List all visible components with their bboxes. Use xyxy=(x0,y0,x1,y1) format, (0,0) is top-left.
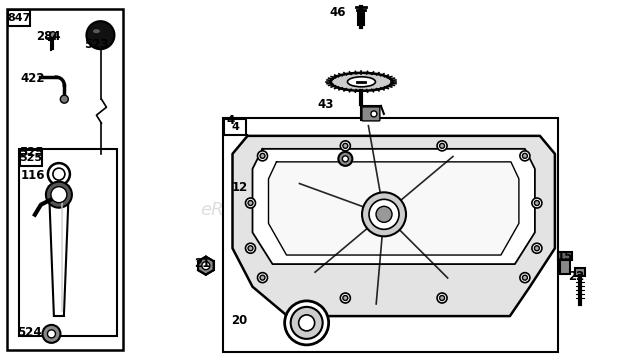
Text: 21: 21 xyxy=(194,257,210,270)
Text: 422: 422 xyxy=(20,72,45,85)
Circle shape xyxy=(257,272,267,283)
Text: 4: 4 xyxy=(227,115,235,127)
Ellipse shape xyxy=(347,77,376,87)
Text: 524: 524 xyxy=(17,326,42,339)
Circle shape xyxy=(343,295,348,300)
Text: 4: 4 xyxy=(231,122,239,132)
FancyBboxPatch shape xyxy=(362,107,380,121)
Circle shape xyxy=(523,275,528,280)
Circle shape xyxy=(437,141,447,151)
Bar xyxy=(575,269,585,276)
Circle shape xyxy=(532,243,542,253)
Circle shape xyxy=(440,295,445,300)
Circle shape xyxy=(260,275,265,280)
Circle shape xyxy=(46,182,72,208)
Circle shape xyxy=(362,192,406,236)
Circle shape xyxy=(340,141,350,151)
Circle shape xyxy=(248,246,253,251)
Text: 847: 847 xyxy=(8,13,31,23)
Bar xyxy=(19,149,117,336)
Text: 43: 43 xyxy=(317,98,334,111)
Circle shape xyxy=(60,95,68,103)
Circle shape xyxy=(440,143,445,148)
Circle shape xyxy=(532,198,542,208)
Circle shape xyxy=(534,201,539,205)
Circle shape xyxy=(340,293,350,303)
Polygon shape xyxy=(268,162,519,255)
Polygon shape xyxy=(232,136,555,316)
Circle shape xyxy=(246,243,255,253)
Text: 116: 116 xyxy=(20,169,45,182)
Text: 523: 523 xyxy=(84,38,108,51)
Bar xyxy=(223,118,558,352)
Polygon shape xyxy=(252,149,535,264)
Polygon shape xyxy=(198,257,214,275)
Circle shape xyxy=(371,111,377,117)
Circle shape xyxy=(369,199,399,229)
Bar xyxy=(560,256,570,274)
Circle shape xyxy=(48,163,70,185)
Text: 12: 12 xyxy=(231,181,247,194)
Text: 15: 15 xyxy=(557,250,573,263)
Circle shape xyxy=(342,156,348,162)
Circle shape xyxy=(376,206,392,222)
Circle shape xyxy=(523,153,528,158)
Circle shape xyxy=(51,187,67,203)
Ellipse shape xyxy=(330,73,392,91)
Circle shape xyxy=(50,32,56,38)
Circle shape xyxy=(520,151,530,161)
Text: 20: 20 xyxy=(231,314,247,327)
Circle shape xyxy=(48,330,55,338)
Circle shape xyxy=(260,153,265,158)
Bar xyxy=(20,150,42,166)
Circle shape xyxy=(42,325,61,343)
Text: 284: 284 xyxy=(37,31,61,43)
Bar xyxy=(9,10,30,26)
Circle shape xyxy=(285,301,329,345)
Text: 46: 46 xyxy=(330,6,347,19)
Circle shape xyxy=(53,168,65,180)
Circle shape xyxy=(248,201,253,205)
Circle shape xyxy=(86,21,115,49)
Bar xyxy=(7,9,123,350)
Circle shape xyxy=(534,246,539,251)
Text: 22: 22 xyxy=(568,270,584,283)
Circle shape xyxy=(437,293,447,303)
Circle shape xyxy=(339,152,352,166)
Circle shape xyxy=(291,307,322,339)
Circle shape xyxy=(257,151,267,161)
Text: 525: 525 xyxy=(19,146,44,159)
Bar xyxy=(559,252,572,260)
Circle shape xyxy=(202,262,210,270)
Circle shape xyxy=(520,272,530,283)
Circle shape xyxy=(299,315,315,331)
Circle shape xyxy=(343,143,348,148)
Text: eReplacementParts.com: eReplacementParts.com xyxy=(200,201,420,219)
Text: 525: 525 xyxy=(19,153,42,163)
Circle shape xyxy=(246,198,255,208)
Ellipse shape xyxy=(93,29,100,33)
Bar xyxy=(224,120,246,135)
